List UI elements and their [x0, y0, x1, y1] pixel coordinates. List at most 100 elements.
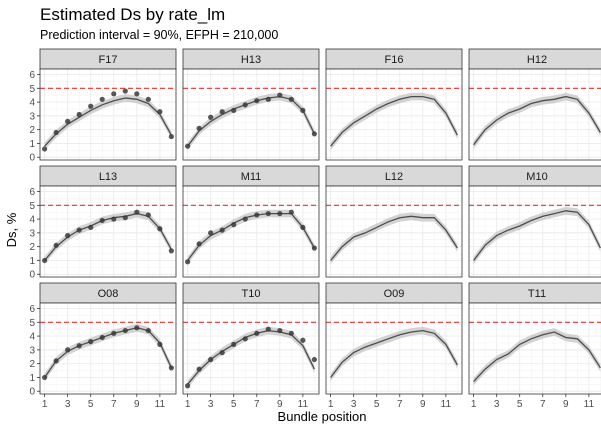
x-tick-label: 5: [517, 399, 523, 410]
data-point: [122, 327, 128, 334]
x-tick-label: 1: [328, 399, 334, 410]
fit-line: [187, 95, 315, 147]
data-point: [157, 109, 163, 115]
y-tick-label: 2: [29, 359, 35, 370]
panel-background: [326, 186, 462, 277]
data-point: [277, 210, 283, 217]
prediction-band: [330, 212, 458, 265]
data-point: [99, 334, 105, 341]
panel-l12: L12: [325, 165, 463, 278]
data-point: [111, 216, 117, 222]
prediction-band: [473, 328, 601, 386]
y-tick-label: 5: [29, 201, 35, 212]
x-tick-label: 11: [441, 399, 452, 410]
data-point: [277, 92, 283, 98]
data-point: [196, 241, 202, 247]
fit-line: [473, 331, 601, 383]
x-tick-label: 1: [185, 399, 191, 410]
panel-background: [469, 186, 601, 277]
data-point: [65, 118, 71, 124]
y-axis-title: Ds, %: [4, 212, 19, 247]
panel-border: [325, 302, 463, 395]
fit-line: [187, 212, 315, 261]
facet-label: F16: [385, 54, 404, 66]
data-point: [242, 336, 248, 342]
x-tick-label: 5: [88, 399, 94, 410]
y-tick-label: 0: [29, 387, 35, 398]
data-point: [311, 131, 317, 137]
fit-line: [330, 95, 458, 147]
fit-line: [44, 212, 172, 261]
x-tick-label: 1: [42, 399, 48, 410]
data-point: [111, 330, 117, 336]
data-point: [254, 330, 260, 336]
data-point: [157, 226, 163, 232]
panel-m10: M10: [468, 165, 601, 278]
fit-line: [187, 329, 315, 385]
facet-label: T10: [242, 288, 261, 300]
data-point: [111, 91, 117, 97]
panel-f16: F16: [325, 48, 463, 161]
panel-border: [468, 185, 601, 278]
data-point: [122, 215, 128, 221]
data-point: [65, 347, 71, 353]
y-tick-label: 2: [29, 242, 35, 253]
data-point: [242, 102, 248, 108]
data-point: [277, 327, 283, 334]
x-tick-label: 5: [231, 399, 237, 410]
x-tick-label: 3: [351, 399, 357, 410]
data-point: [88, 339, 94, 345]
data-point: [254, 98, 260, 104]
panel-border: [182, 185, 320, 278]
data-point: [254, 212, 260, 218]
data-point: [300, 337, 306, 343]
x-tick-label: 7: [397, 399, 403, 410]
panel-border: [39, 68, 177, 161]
y-tick-label: 3: [29, 111, 35, 122]
y-tick-label: 5: [29, 318, 35, 329]
y-tick-label: 4: [29, 98, 35, 109]
panel-border: [325, 185, 463, 278]
x-axis-title: Bundle position: [278, 409, 367, 424]
data-point: [300, 224, 306, 230]
facet-label: L13: [99, 171, 117, 183]
data-point: [208, 356, 214, 363]
y-tick-label: 1: [29, 373, 35, 384]
data-point: [53, 242, 59, 248]
panel-border: [468, 68, 601, 161]
panel-background: [326, 303, 462, 394]
data-point: [185, 143, 191, 149]
x-tick-label: 3: [494, 399, 500, 410]
panel-border: [182, 302, 320, 395]
panel-border: [468, 302, 601, 395]
panel-background: [40, 69, 176, 160]
data-point: [231, 107, 237, 113]
data-point: [42, 146, 48, 152]
x-tick-label: 7: [111, 399, 117, 410]
y-tick-label: 1: [29, 139, 35, 150]
data-point: [42, 257, 48, 264]
panel-l13: L13 0 1 2 3 4 5 6: [29, 165, 177, 281]
data-point: [168, 248, 174, 254]
panel-border: [325, 68, 463, 161]
chart-title: Estimated Ds by rate_lm: [40, 5, 226, 24]
data-point: [185, 383, 191, 389]
panel-background: [326, 69, 462, 160]
facet-label: M11: [241, 171, 262, 183]
data-point: [196, 125, 202, 131]
panel-border: [182, 68, 320, 161]
prediction-band: [187, 209, 315, 265]
data-point: [242, 216, 248, 222]
data-point: [145, 212, 151, 218]
fit-line: [330, 215, 458, 261]
data-point: [88, 224, 94, 230]
data-point: [76, 343, 82, 349]
data-point: [122, 88, 128, 94]
panel-background: [40, 186, 176, 277]
x-tick-label: 11: [584, 399, 595, 410]
data-point: [265, 96, 271, 102]
data-point: [231, 222, 237, 228]
